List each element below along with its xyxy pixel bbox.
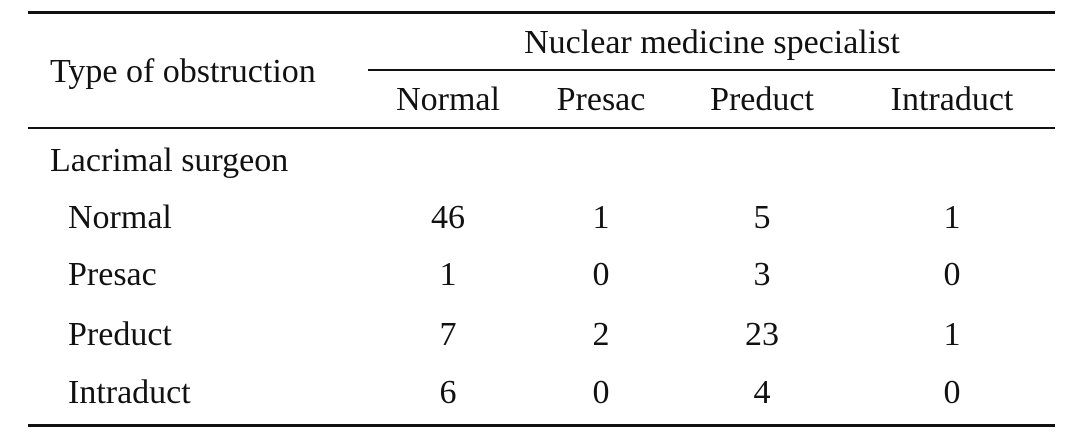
column-group-header: Nuclear medicine specialist — [524, 24, 900, 61]
row-label-presac: Presac — [68, 256, 157, 293]
table-cell: 46 — [431, 199, 465, 236]
table-cell: 5 — [753, 199, 771, 236]
table-cell: 7 — [439, 316, 457, 353]
table-cell: 2 — [592, 316, 610, 353]
table-cell: 0 — [943, 256, 961, 293]
table-cell: 6 — [439, 374, 457, 411]
column-header-presac: Presac — [556, 81, 646, 118]
table-cell: 23 — [745, 316, 779, 353]
row-label-normal: Normal — [68, 199, 172, 236]
column-header-preduct: Preduct — [710, 81, 814, 118]
stub-header: Type of obstruction — [50, 53, 316, 90]
table-cell: 4 — [753, 374, 771, 411]
header-rule — [28, 127, 1055, 129]
contingency-table: Type of obstruction Nuclear medicine spe… — [28, 0, 1055, 445]
table-cell: 0 — [592, 374, 610, 411]
table-cell: 1 — [943, 316, 961, 353]
table-cell: 0 — [943, 374, 961, 411]
row-label-intraduct: Intraduct — [68, 374, 191, 411]
row-label-preduct: Preduct — [68, 316, 172, 353]
table-cell: 1 — [439, 256, 457, 293]
table-cell: 0 — [592, 256, 610, 293]
table-cell: 1 — [943, 199, 961, 236]
column-group-rule — [368, 69, 1055, 71]
table-cell: 1 — [592, 199, 610, 236]
top-rule — [28, 11, 1055, 14]
row-group-label: Lacrimal surgeon — [50, 142, 289, 179]
bottom-rule — [28, 424, 1055, 427]
column-header-normal: Normal — [396, 81, 500, 118]
column-header-intraduct: Intraduct — [890, 81, 1014, 118]
table-cell: 3 — [753, 256, 771, 293]
